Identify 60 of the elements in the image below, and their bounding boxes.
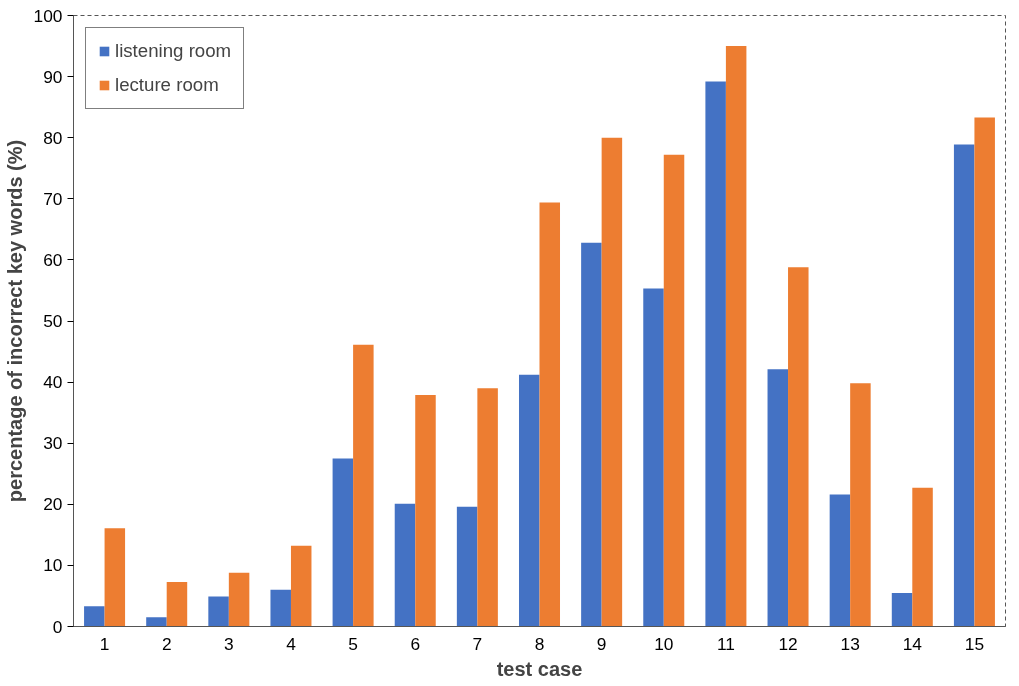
bar	[788, 267, 809, 627]
y-tick-label: 20	[43, 494, 63, 515]
x-tick-label: 15	[964, 633, 985, 654]
bar	[953, 144, 975, 627]
bar	[974, 117, 995, 627]
x-tick-label: 14	[902, 633, 923, 654]
bar	[767, 369, 789, 627]
y-tick-label: 100	[33, 5, 63, 26]
y-tick-label: 70	[43, 188, 63, 209]
bar	[456, 506, 478, 627]
bar	[146, 617, 167, 627]
bar	[829, 494, 851, 627]
y-tick-label: 90	[43, 66, 63, 87]
x-tick-label: 10	[654, 633, 674, 654]
x-tick-label: 6	[410, 633, 421, 654]
y-axis-title: percentage of incorrect key words (%)	[3, 139, 26, 503]
x-tick-label: 8	[534, 633, 545, 654]
x-tick-label: 5	[348, 633, 358, 654]
bar	[270, 589, 291, 627]
bar	[519, 374, 540, 627]
y-tick-label: 0	[52, 616, 63, 637]
bar	[581, 242, 602, 627]
y-tick-label: 30	[43, 433, 63, 454]
x-tick-label: 12	[778, 633, 798, 654]
bar	[850, 383, 871, 627]
bar	[725, 46, 747, 627]
bar	[332, 458, 354, 627]
x-tick-label: 1	[99, 633, 110, 654]
bar	[228, 572, 250, 627]
x-tick-label: 4	[286, 633, 297, 654]
x-tick-label: 7	[472, 633, 483, 654]
bar	[663, 154, 685, 627]
bar	[643, 288, 664, 627]
bar	[539, 202, 560, 627]
x-tick-label: 3	[224, 633, 234, 654]
y-tick-label: 60	[43, 249, 63, 270]
y-tick-label: 80	[43, 127, 63, 148]
bar	[166, 581, 188, 627]
bar	[477, 388, 498, 627]
bar	[104, 528, 126, 627]
bar	[415, 394, 436, 627]
bar	[84, 606, 105, 627]
x-axis-title: test case	[496, 657, 583, 680]
bar	[290, 545, 312, 627]
x-tick-label: 13	[840, 633, 860, 654]
y-tick-label: 50	[43, 311, 63, 331]
x-tick-label: 2	[161, 633, 172, 654]
bar	[891, 592, 913, 627]
bar	[353, 344, 374, 627]
y-tick-label: 40	[43, 372, 63, 393]
bar	[601, 137, 623, 627]
bar	[912, 487, 933, 627]
x-tick-label: 9	[596, 633, 607, 654]
legend-label: lecture room	[115, 74, 219, 96]
bar	[208, 596, 229, 627]
legend-label: listening room	[115, 40, 232, 62]
y-tick-label: 10	[43, 555, 63, 576]
x-tick-label: 11	[716, 633, 735, 654]
bar	[394, 503, 416, 627]
bar	[705, 81, 726, 627]
